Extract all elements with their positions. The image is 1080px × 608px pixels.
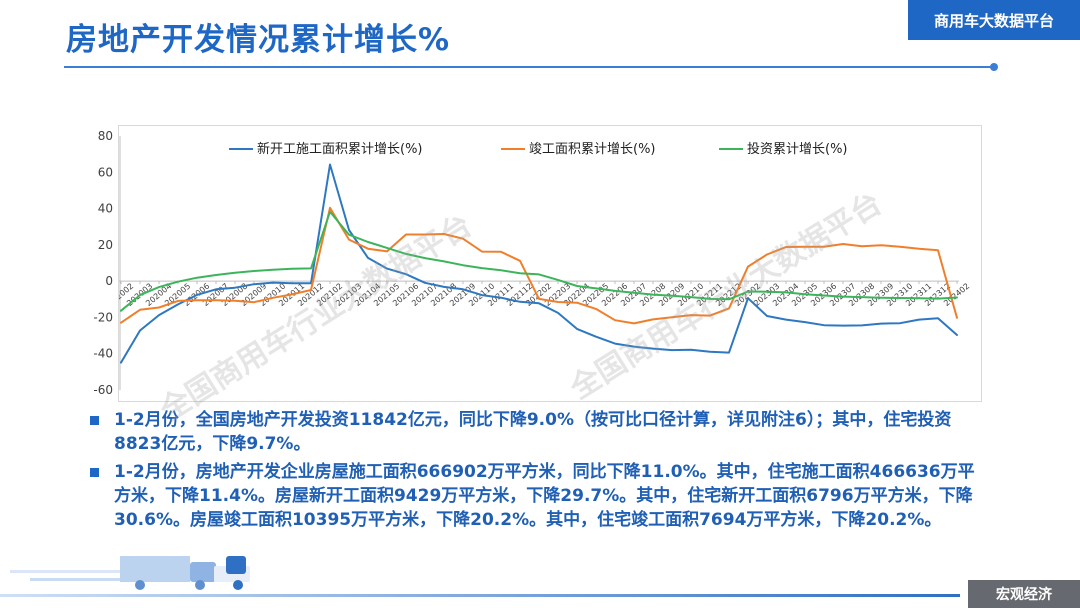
y-tick-label: -60 xyxy=(93,383,113,397)
y-tick-label: 60 xyxy=(98,165,113,179)
y-tick-label: -40 xyxy=(93,347,113,361)
bullet-text: 1-2月份，全国房地产开发投资11842亿元，同比下降9.0%（按可比口径计算，… xyxy=(114,410,952,454)
truck-icon xyxy=(10,556,250,590)
section-badge: 宏观经济 xyxy=(968,580,1080,608)
y-tick-label: 40 xyxy=(98,202,113,216)
y-tick-label: 0 xyxy=(105,274,113,288)
y-tick-label: 80 xyxy=(98,129,113,143)
chart-panel: 202002 202003 202004 202005 202006 202007 2020… xyxy=(93,125,982,402)
summary-bullets: 1-2月份，全国房地产开发投资11842亿元，同比下降9.0%（按可比口径计算，… xyxy=(90,408,990,536)
bullet-square-icon xyxy=(90,416,99,425)
y-axis-labels: -60 -40 -20 0 20 40 60 80 xyxy=(93,129,113,397)
footer-bar xyxy=(0,594,960,597)
series-layer xyxy=(120,163,958,364)
bullet-text: 1-2月份，房地产开发企业房屋施工面积666902万平方米，同比下降11.0%。… xyxy=(114,462,975,530)
bullet-square-icon xyxy=(90,468,99,477)
line-chart: 2020022020032020042020052020062020072020… xyxy=(119,136,971,390)
title-rule-dot xyxy=(990,63,998,71)
series-line xyxy=(120,210,958,312)
legend-label: 竣工面积累计增长(%) xyxy=(529,142,656,157)
series-line xyxy=(120,206,958,325)
bullet-investment: 1-2月份，全国房地产开发投资11842亿元，同比下降9.0%（按可比口径计算，… xyxy=(90,408,990,456)
legend-label: 新开工施工面积累计增长(%) xyxy=(257,141,423,157)
page-title: 房地产开发情况累计增长% xyxy=(66,22,451,58)
title-rule xyxy=(64,66,994,68)
legend-label: 投资累计增长(%) xyxy=(747,141,848,157)
axes-layer: 2020022020032020042020052020062020072020… xyxy=(119,136,971,390)
y-tick-label: 20 xyxy=(98,238,113,252)
bullet-floor-space: 1-2月份，房地产开发企业房屋施工面积666902万平方米，同比下降11.0%。… xyxy=(90,460,990,532)
platform-badge: 商用车大数据平台 xyxy=(908,0,1080,40)
y-tick-label: -20 xyxy=(93,310,113,324)
series-line xyxy=(120,163,958,364)
legend: 新开工施工面积累计增长(%) 竣工面积累计增长(%) 投资累计增长(%) xyxy=(229,141,848,157)
